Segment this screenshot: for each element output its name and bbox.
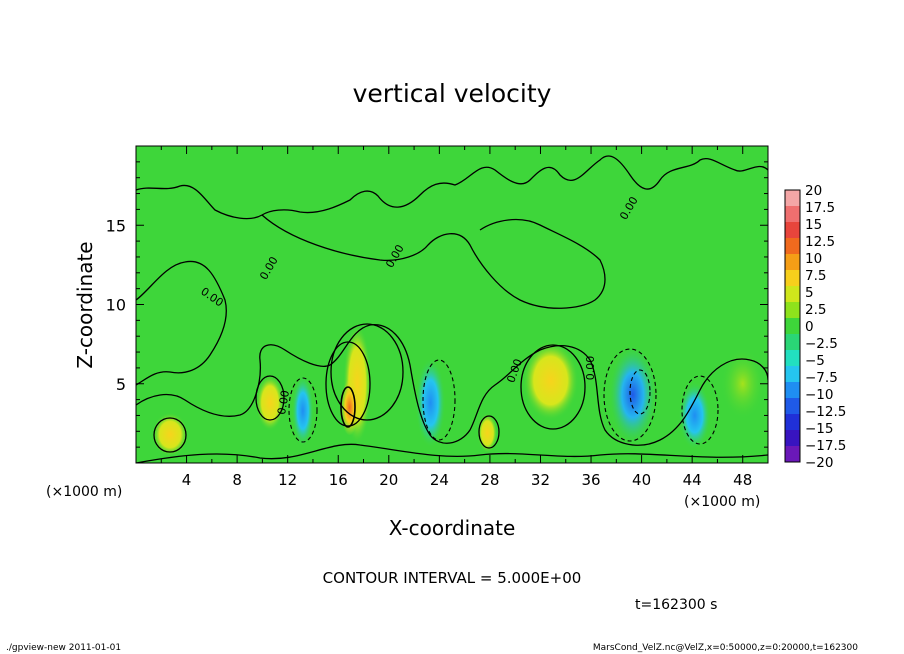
- colorbar-label: 0: [805, 319, 814, 335]
- colorbar-swatch: [785, 366, 800, 383]
- colorbar-swatch: [785, 222, 800, 239]
- y-tick-label: 10: [106, 296, 126, 315]
- chart-title: vertical velocity: [353, 79, 552, 108]
- contour-neg-3: [603, 348, 657, 442]
- colorbar-swatch: [785, 398, 800, 415]
- colorbar-swatch: [785, 302, 800, 319]
- x-tick-label: 40: [632, 471, 651, 489]
- x-tick-label: 12: [278, 471, 297, 489]
- contour-zero-lower: [136, 324, 768, 446]
- contour-zero-upper: [136, 155, 768, 220]
- y-tick-label: 15: [106, 216, 126, 235]
- contour-zero-bottom: [136, 443, 768, 463]
- contour-zero-mid: [136, 260, 227, 386]
- colorbar-swatch: [785, 334, 800, 351]
- x-axis-unit-left: (×1000 m): [46, 484, 122, 500]
- y-tick-label: 5: [116, 375, 126, 394]
- contour-pos-3: [520, 344, 586, 430]
- x-tick-label: 28: [480, 471, 499, 489]
- colorbar: 2017.51512.5107.552.50−2.5−5−7.5−10−12.5…: [784, 183, 846, 471]
- contour-neg-5: [681, 375, 719, 445]
- colorbar-swatch: [785, 270, 800, 287]
- colorbar-label: 15: [805, 217, 822, 233]
- colorbar-label: −7.5: [805, 370, 838, 386]
- contour-pos-5: [255, 375, 285, 421]
- field-cell: [291, 374, 314, 447]
- x-tick-label: 16: [329, 471, 348, 489]
- colorbar-label: −15: [805, 421, 834, 437]
- contour-lines: [136, 155, 768, 463]
- contour-pos-7: [340, 386, 356, 428]
- contour-pos-4: [153, 417, 187, 453]
- y-axis: 5 10 15: [106, 161, 768, 448]
- x-tick-label: 20: [379, 471, 398, 489]
- colorbar-swatch: [785, 382, 800, 399]
- colorbar-label: 20: [805, 183, 822, 199]
- contour-label: 0.00: [275, 389, 292, 415]
- colorbar-swatch: [785, 238, 800, 255]
- x-axis: 4 8 12 16 20 24 28 32 36 40 44 48: [160, 146, 752, 489]
- colorbar-label: −20: [805, 455, 834, 471]
- colorbar-swatch: [785, 430, 800, 447]
- x-tick-label: 24: [430, 471, 449, 489]
- x-tick-label: 8: [232, 471, 242, 489]
- colorbar-swatch: [785, 254, 800, 271]
- x-tick-label: 48: [733, 471, 752, 489]
- colorbar-swatch: [785, 286, 800, 303]
- x-axis-label: X-coordinate: [389, 516, 516, 540]
- colorbar-label: −12.5: [805, 404, 846, 420]
- colorbar-label: −17.5: [805, 438, 846, 454]
- colorbar-label: −10: [805, 387, 834, 403]
- colorbar-label: 12.5: [805, 234, 835, 250]
- x-tick-label: 4: [182, 471, 192, 489]
- x-tick-label: 44: [683, 471, 702, 489]
- x-axis-unit-right: (×1000 m): [684, 494, 760, 510]
- colorbar-swatch: [785, 414, 800, 431]
- contour-interval-text: CONTOUR INTERVAL = 5.000E+00: [323, 569, 582, 587]
- plot-background: [136, 146, 768, 463]
- contour-neg-1: [288, 377, 318, 443]
- contour-neg-4: [629, 369, 651, 415]
- colorbar-label: −2.5: [805, 336, 838, 352]
- field-cell: [152, 412, 189, 457]
- field-cell: [678, 381, 711, 450]
- contour-pos-1: [325, 341, 371, 427]
- colorbar-swatch: [785, 350, 800, 367]
- contour-label: 0.00: [584, 356, 597, 381]
- x-tick-label: 32: [531, 471, 550, 489]
- colorbar-label: 7.5: [805, 268, 826, 284]
- footer-left: ./gpview-new 2011-01-01: [6, 643, 122, 653]
- field-cell: [608, 344, 657, 445]
- field-cell: [340, 379, 359, 436]
- colorbar-label: −5: [805, 353, 825, 369]
- field-cell: [415, 357, 446, 448]
- colorbar-label: 17.5: [805, 200, 835, 216]
- field-cell: [522, 340, 579, 421]
- y-axis-label: Z-coordinate: [73, 241, 97, 368]
- colorbar-label: 10: [805, 251, 822, 267]
- footer-right: MarsCond_VelZ.nc@VelZ,x=0:50000,z=0:2000…: [592, 643, 858, 653]
- colorbar-frame: [784, 189, 801, 463]
- contour-negative: [288, 348, 719, 445]
- colorbar-swatch: [785, 446, 800, 463]
- contour-zero-ridge: [261, 214, 606, 309]
- colorbar-label: 5: [805, 285, 814, 301]
- x-tick-label: 36: [581, 471, 600, 489]
- contour-pos-2: [330, 323, 404, 421]
- colorbar-swatch: [785, 318, 800, 335]
- contour-neg-2: [422, 359, 456, 441]
- time-label: t=162300 s: [635, 597, 717, 613]
- colorbar-swatch: [785, 190, 800, 207]
- colorbar-label: 2.5: [805, 302, 826, 318]
- colorbar-swatch: [785, 206, 800, 223]
- contour-pos-6: [478, 415, 500, 449]
- field-cell: [720, 347, 765, 420]
